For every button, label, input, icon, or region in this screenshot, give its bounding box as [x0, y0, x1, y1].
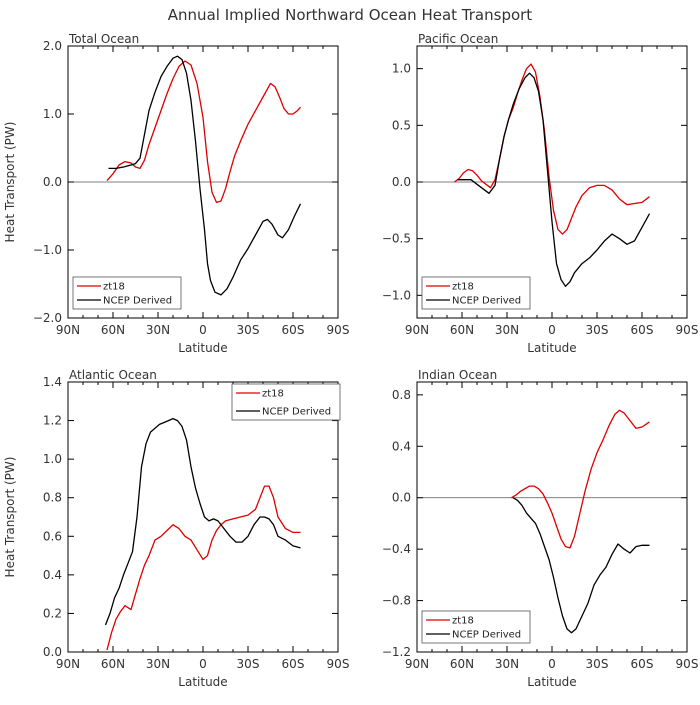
- legend-label: NCEP Derived: [452, 296, 521, 307]
- legend-box: [421, 276, 531, 310]
- x-tick-label: 60N: [101, 657, 125, 671]
- x-tick-label: 30N: [495, 657, 519, 671]
- x-tick-label: 30S: [586, 323, 609, 337]
- series-line-zt18: [454, 63, 650, 235]
- legend: zt18 NCEP Derived: [231, 383, 341, 421]
- x-axis-label: Latitude: [527, 341, 576, 355]
- x-tick-label: 90N: [405, 657, 429, 671]
- y-tick-label: 1.0: [392, 62, 411, 76]
- x-tick-label: 60S: [282, 657, 305, 671]
- x-axis-label: Latitude: [178, 675, 227, 689]
- x-tick-label: 60S: [631, 323, 654, 337]
- legend: zt18 NCEP Derived: [421, 276, 531, 310]
- y-tick-label: −1.0: [33, 243, 62, 257]
- series-line-ncep: [457, 72, 651, 287]
- series-line-zt18: [106, 485, 301, 651]
- x-tick-label: 60N: [450, 657, 474, 671]
- panel-title: Pacific Ocean: [418, 32, 498, 46]
- y-tick-label: 0.0: [392, 175, 411, 189]
- x-tick-label: 60S: [631, 657, 654, 671]
- y-tick-label: 0.0: [392, 491, 411, 505]
- x-tick-label: 90N: [56, 323, 80, 337]
- x-tick-label: 30N: [495, 323, 519, 337]
- series-line-ncep: [512, 497, 650, 634]
- y-tick-label: 0.8: [392, 388, 411, 402]
- legend-label: zt18: [103, 282, 125, 293]
- legend: zt18 NCEP Derived: [421, 610, 531, 644]
- y-tick-label: 1.0: [43, 452, 62, 466]
- series-line-ncep: [108, 55, 302, 296]
- legend: zt18 NCEP Derived: [72, 276, 182, 310]
- legend-label: NCEP Derived: [103, 296, 172, 307]
- y-tick-label: 2.0: [43, 39, 62, 53]
- x-tick-label: 90S: [327, 657, 350, 671]
- x-tick-label: 30N: [146, 323, 170, 337]
- panel-3: Atlantic Ocean 90N 60N 30N 0 30S 60S 90S 0.0 0.2 0…: [3, 368, 349, 689]
- y-tick-label: 0.6: [43, 529, 62, 543]
- x-tick-label: 30S: [586, 657, 609, 671]
- y-tick-label: 1.0: [43, 107, 62, 121]
- y-axis-label: Heat Transport (PW): [3, 122, 17, 243]
- x-tick-label: 0: [199, 323, 207, 337]
- legend-box: [72, 276, 182, 310]
- main-title: Annual Implied Northward Ocean Heat Tran…: [168, 6, 533, 24]
- series-line-zt18: [511, 409, 650, 549]
- y-tick-label: 0.0: [43, 645, 62, 659]
- x-tick-label: 90S: [676, 323, 699, 337]
- panel-title: Total Ocean: [68, 32, 139, 46]
- x-tick-label: 90N: [405, 323, 429, 337]
- x-tick-label: 0: [548, 323, 556, 337]
- x-tick-label: 90S: [327, 323, 350, 337]
- y-axis-label: Heat Transport (PW): [3, 457, 17, 578]
- x-tick-label: 90N: [56, 657, 80, 671]
- x-tick-label: 60S: [282, 323, 305, 337]
- x-tick-label: 30S: [237, 657, 260, 671]
- y-tick-label: −1.2: [382, 645, 411, 659]
- x-tick-label: 60N: [101, 323, 125, 337]
- y-tick-label: 1.4: [43, 375, 62, 389]
- x-axis-label: Latitude: [178, 341, 227, 355]
- x-tick-label: 60N: [450, 323, 474, 337]
- legend-box: [231, 383, 341, 421]
- y-tick-label: 0.5: [392, 118, 411, 132]
- y-tick-label: −0.5: [382, 232, 411, 246]
- x-tick-label: 0: [548, 657, 556, 671]
- y-tick-label: 1.2: [43, 414, 62, 428]
- series-line-zt18: [106, 60, 301, 204]
- panel-4: Indian Ocean 90N 60N 30N 0 30S 60S 90S −1.2 −0.8 −…: [382, 368, 699, 689]
- legend-label: NCEP Derived: [262, 407, 331, 418]
- panel-title: Indian Ocean: [418, 368, 497, 382]
- series-line-ncep: [104, 417, 301, 626]
- legend-label: zt18: [452, 616, 474, 627]
- x-tick-label: 30N: [146, 657, 170, 671]
- x-axis-label: Latitude: [527, 675, 576, 689]
- y-tick-label: −2.0: [33, 311, 62, 325]
- y-tick-label: 0.4: [43, 568, 62, 582]
- panel-2: Pacific Ocean 90N 60N 30N 0 30S 60S 90S −1.0 −0.5…: [382, 32, 699, 355]
- legend-box: [421, 610, 531, 644]
- y-tick-label: 0.8: [43, 491, 62, 505]
- x-tick-label: 0: [199, 657, 207, 671]
- y-tick-label: −1.0: [382, 288, 411, 302]
- y-tick-label: −0.4: [382, 542, 411, 556]
- legend-label: NCEP Derived: [452, 630, 521, 641]
- y-tick-label: 0.2: [43, 606, 62, 620]
- x-tick-label: 30S: [237, 323, 260, 337]
- y-tick-label: −0.8: [382, 594, 411, 608]
- panel-title: Atlantic Ocean: [69, 368, 157, 382]
- x-tick-label: 90S: [676, 657, 699, 671]
- y-tick-label: 0.4: [392, 439, 411, 453]
- panel-1: Total Ocean 90N 60N 30N 0 30S 60S 90S −2.0 −1.0 0.…: [3, 32, 349, 355]
- panels: Total Ocean 90N 60N 30N 0 30S 60S 90S −2.0 −1.0 0.…: [3, 32, 698, 689]
- legend-label: zt18: [262, 389, 284, 400]
- legend-label: zt18: [452, 282, 474, 293]
- y-tick-label: 0.0: [43, 175, 62, 189]
